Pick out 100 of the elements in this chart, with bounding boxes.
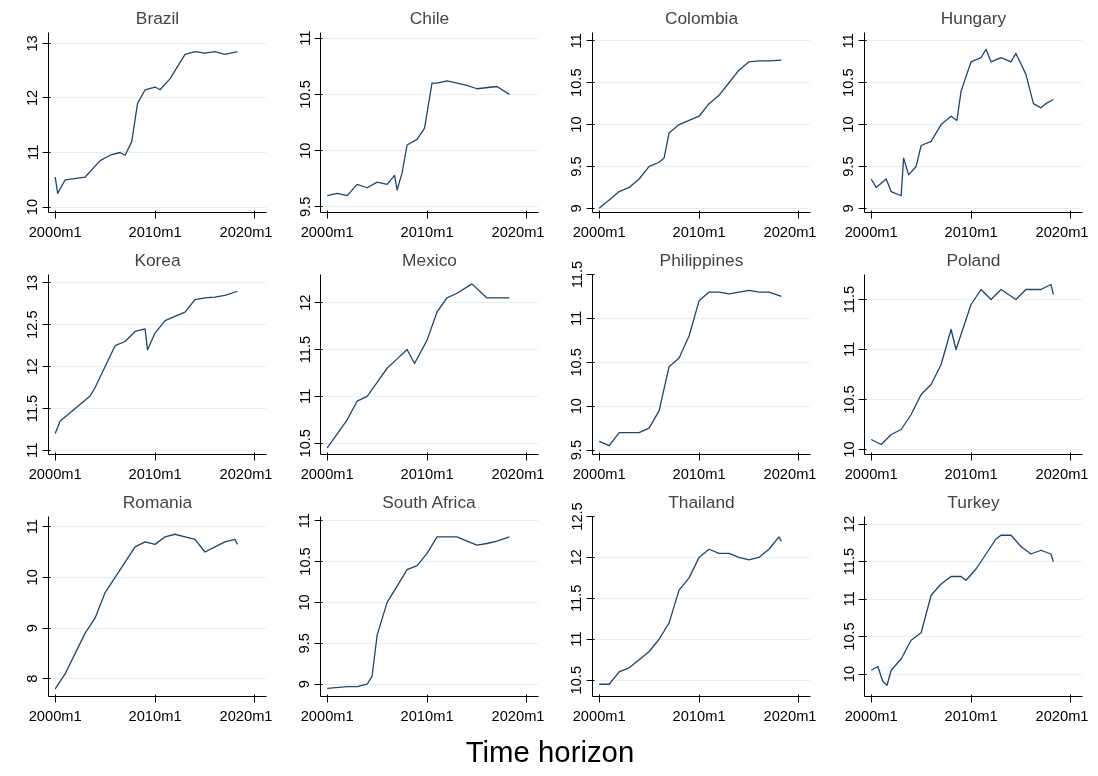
x-tick-label: 2020m1: [491, 465, 545, 482]
x-tick-label: 2020m1: [219, 223, 273, 240]
x-tick-label: 2000m1: [572, 223, 626, 240]
line-series: [598, 536, 783, 685]
y-tick-label: 10: [296, 594, 313, 611]
x-tick-label: 2010m1: [944, 223, 998, 240]
x-tick-label: 2010m1: [944, 465, 998, 482]
y-tick-label: 11.5: [568, 260, 585, 289]
chart-title: Colombia: [664, 7, 739, 28]
chart-title: Romania: [122, 491, 193, 512]
x-tick-label: 2020m1: [1035, 465, 1089, 482]
y-tick-label: 9: [24, 623, 41, 633]
line-series: [54, 50, 239, 195]
chart-title: South Africa: [382, 491, 477, 512]
y-tick-label: 10: [840, 441, 857, 458]
line-series: [598, 289, 783, 447]
y-tick-label: 13: [24, 274, 41, 292]
y-tick-label: 9.5: [568, 439, 585, 461]
y-tick-label: 10.5: [296, 80, 313, 109]
x-tick-label: 2000m1: [844, 223, 898, 240]
line-series: [870, 534, 1055, 686]
x-axis-title: Time horizon: [465, 734, 635, 770]
y-tick-label: 11.5: [24, 394, 41, 423]
y-tick-label: 10.5: [840, 68, 857, 97]
line-series: [870, 48, 1055, 197]
x-tick-label: 2020m1: [219, 707, 273, 724]
line-series: [54, 290, 239, 435]
x-tick-label: 2010m1: [672, 707, 726, 724]
y-tick-label: 10: [24, 198, 41, 216]
y-tick-label: 10: [568, 116, 585, 133]
y-tick-label: 11: [840, 341, 857, 358]
x-tick-label: 2000m1: [28, 707, 82, 724]
line-series: [326, 283, 511, 449]
chart-title: Mexico: [402, 249, 457, 270]
x-tick-label: 2000m1: [300, 223, 354, 240]
y-tick-label: 10.5: [296, 428, 313, 458]
y-tick-label: 9: [568, 204, 585, 213]
y-tick-label: 11: [568, 310, 585, 327]
line-series: [326, 80, 511, 197]
x-tick-label: 2000m1: [28, 465, 82, 482]
y-tick-label: 12: [24, 358, 41, 375]
y-tick-label: 11: [24, 442, 41, 458]
y-tick-label: 10: [568, 398, 585, 415]
x-tick-label: 2010m1: [400, 223, 454, 240]
y-tick-label: 11.5: [840, 547, 857, 576]
y-tick-label: 12.5: [24, 310, 41, 339]
chart-title: Thailand: [668, 491, 735, 512]
y-tick-label: 12: [568, 549, 585, 566]
y-tick-label: 11: [296, 388, 313, 404]
chart-title: Brazil: [135, 7, 180, 28]
x-tick-label: 2020m1: [491, 223, 545, 240]
x-tick-label: 2020m1: [763, 465, 817, 482]
y-tick-label: 11: [840, 591, 857, 607]
y-tick-label: 9.5: [296, 196, 313, 218]
chart-title: Turkey: [947, 491, 1000, 512]
y-tick-label: 11.5: [840, 285, 857, 314]
y-tick-label: 10.5: [568, 665, 585, 695]
x-tick-label: 2010m1: [128, 223, 182, 240]
y-tick-label: 9: [296, 680, 313, 689]
x-tick-label: 2010m1: [128, 707, 182, 724]
y-tick-label: 10: [840, 116, 857, 133]
chart-title: Philippines: [659, 249, 744, 270]
chart-title: Hungary: [940, 7, 1007, 28]
x-tick-label: 2020m1: [491, 707, 545, 724]
x-tick-label: 2020m1: [219, 465, 273, 482]
x-tick-label: 2020m1: [763, 223, 817, 240]
y-tick-label: 9.5: [568, 156, 585, 177]
x-tick-label: 2000m1: [572, 465, 626, 482]
chart-title: Chile: [409, 7, 450, 28]
x-tick-label: 2000m1: [300, 465, 354, 482]
x-tick-label: 2020m1: [1035, 223, 1089, 240]
chart-title: Poland: [946, 249, 1001, 270]
x-tick-label: 2020m1: [1035, 707, 1089, 724]
y-tick-label: 11: [568, 631, 585, 647]
x-tick-label: 2010m1: [672, 223, 726, 240]
y-tick-label: 11.5: [296, 335, 313, 364]
x-tick-label: 2000m1: [28, 223, 82, 240]
x-tick-label: 2010m1: [400, 707, 454, 724]
y-tick-label: 12.5: [568, 502, 585, 531]
y-tick-label: 12: [840, 515, 857, 533]
x-tick-label: 2010m1: [128, 465, 182, 482]
line-series: [870, 283, 1055, 446]
x-tick-label: 2000m1: [300, 707, 354, 724]
x-tick-label: 2010m1: [672, 465, 726, 482]
y-tick-label: 8: [24, 674, 41, 683]
y-tick-label: 11.5: [568, 584, 585, 613]
x-tick-label: 2020m1: [763, 707, 817, 724]
y-tick-label: 10: [24, 569, 41, 586]
y-tick-label: 10.5: [296, 547, 313, 576]
y-tick-label: 10.5: [568, 348, 585, 377]
y-tick-label: 10.5: [568, 68, 585, 97]
y-tick-label: 11: [24, 519, 41, 535]
y-tick-label: 10.5: [840, 622, 857, 651]
y-tick-label: 13: [24, 35, 41, 52]
line-series: [326, 536, 511, 689]
y-tick-label: 9: [840, 204, 857, 213]
y-tick-label: 11: [296, 30, 313, 46]
y-tick-label: 11: [296, 512, 313, 529]
y-tick-label: 11: [840, 33, 857, 49]
y-tick-label: 10: [296, 142, 313, 159]
